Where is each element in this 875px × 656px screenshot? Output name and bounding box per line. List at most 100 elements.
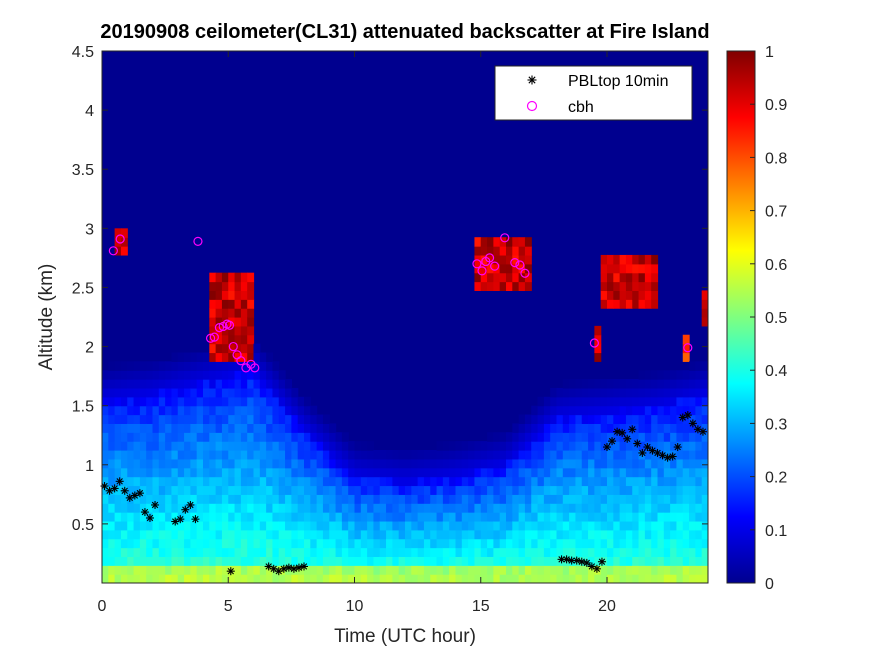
legend-box [494,65,693,121]
heatmap-cell [480,246,488,256]
heatmap-cell [196,503,204,513]
heatmap-cell [663,538,671,549]
heatmap-cell [386,529,393,540]
heatmap-cell [411,450,419,460]
heatmap-cell [676,520,684,531]
heatmap-cell [215,574,223,583]
heatmap-cell [310,512,318,522]
heatmap-cell [221,450,229,460]
heatmap-cell [537,405,545,416]
heatmap-cell [676,458,684,469]
heatmap-cell [499,574,507,583]
heatmap-cell [657,414,665,424]
heatmap-cell [341,520,349,531]
heatmap-cell [537,574,545,583]
heatmap-cell [329,458,337,469]
heatmap-cell [543,565,551,575]
heatmap-cell [228,281,236,291]
heatmap-cell [562,450,570,460]
heatmap-cell [569,458,577,469]
heatmap-cell [285,485,292,495]
heatmap-cell [670,520,678,531]
heatmap-cell [518,494,526,504]
heatmap-cell [146,520,154,531]
heatmap-cell [531,565,539,575]
heatmap-cell [619,450,627,460]
heatmap-cell [651,379,659,389]
heatmap-cell [285,379,292,389]
heatmap-cell [588,574,595,583]
heatmap-cell [607,281,614,291]
heatmap-cell [386,520,393,531]
heatmap-cell [266,565,274,575]
heatmap-cell [165,441,173,451]
heatmap-cell [285,476,292,487]
heatmap-cell [417,458,425,469]
heatmap-cell [196,574,204,583]
heatmap-cell [537,467,545,478]
heatmap-cell [228,290,236,300]
heatmap-cell [524,237,532,247]
heatmap-cell [341,512,349,522]
heatmap-cell [253,458,261,469]
heatmap-cell [240,450,248,460]
heatmap-cell [493,556,501,566]
heatmap-cell [266,485,274,495]
heatmap-cell [310,467,318,478]
heatmap-cell [215,361,223,371]
heatmap-cell [436,556,444,566]
heatmap-cell [120,379,128,389]
heatmap-cell [215,334,223,345]
heatmap-cell [613,450,621,460]
heatmap-cell [682,405,690,416]
heatmap-cell [152,379,160,389]
heatmap-cell [367,503,375,513]
heatmap-cell [322,538,330,549]
heatmap-cell [215,414,223,424]
heatmap-cell [266,423,274,433]
y-tick-label: 2.5 [72,280,94,297]
heatmap-cell [411,529,419,540]
heatmap-cell [398,538,406,549]
heatmap-cell [594,556,602,566]
heatmap-cell [341,494,349,504]
heatmap-cell [449,441,457,451]
heatmap-cell [632,414,640,424]
heatmap-cell [676,538,684,549]
heatmap-cell [386,547,393,557]
heatmap-cell [550,423,558,433]
heatmap-cell [524,512,532,522]
heatmap-cell [682,379,690,389]
heatmap-cell [411,485,419,495]
heatmap-cell [304,414,311,424]
heatmap-cell [676,556,684,566]
pbltop-point [597,557,606,566]
heatmap-cell [177,432,185,442]
heatmap-cell [348,574,356,583]
plot-frame [101,50,709,584]
heatmap-cell [588,379,595,389]
heatmap-cell [165,423,173,433]
heatmap-cell [177,547,185,557]
heatmap-cell [613,494,621,504]
heatmap-cell [607,450,614,460]
heatmap-cell [512,467,520,478]
heatmap-cell [304,547,311,557]
heatmap-cell [651,290,659,300]
heatmap-cell [297,512,305,522]
heatmap-cell [613,379,621,389]
heatmap-cell [234,343,242,354]
heatmap-cell [689,529,696,540]
heatmap-cell [120,538,128,549]
cbh-point [500,233,510,243]
heatmap-cell [524,246,532,256]
heatmap-cell [607,405,614,416]
heatmap-cell [695,565,703,575]
heatmap-cell [240,476,248,487]
heatmap-cell [184,450,191,460]
heatmap-cell [158,529,166,540]
heatmap-cell [638,396,646,407]
heatmap-cell [221,432,229,442]
heatmap-cell [449,494,457,504]
heatmap-cell [493,237,501,247]
